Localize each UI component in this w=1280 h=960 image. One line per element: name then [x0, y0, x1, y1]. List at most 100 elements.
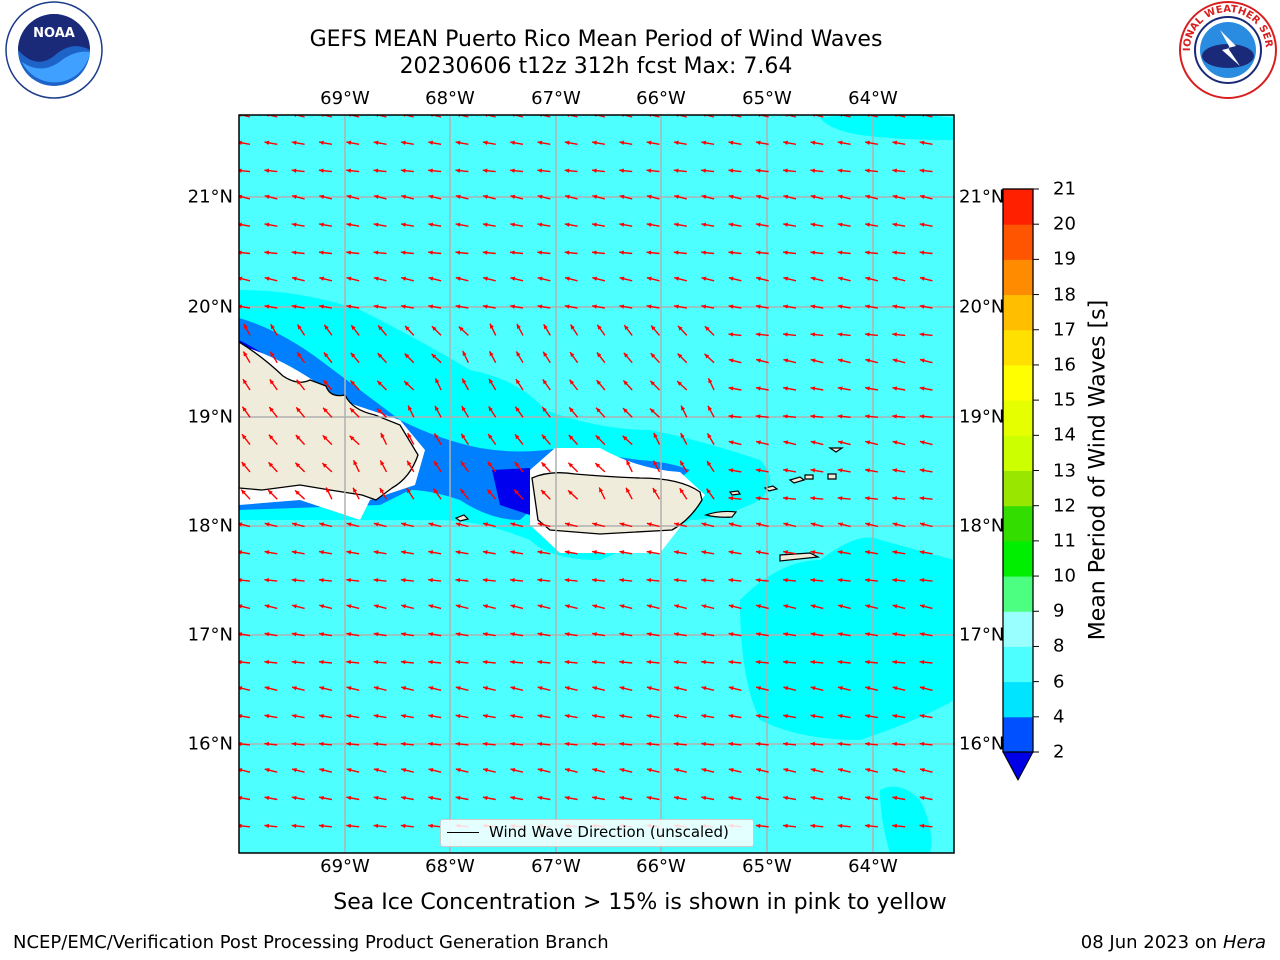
wind-wave-arrowhead — [346, 686, 352, 691]
wind-wave-arrowhead — [400, 168, 406, 173]
wind-wave-arrowhead — [488, 434, 493, 439]
wind-wave-arrowhead — [455, 795, 461, 801]
wind-wave-arrowhead — [919, 468, 925, 473]
wind-wave-arrowhead — [483, 276, 488, 281]
wind-wave-arrowhead — [837, 414, 843, 419]
wind-wave-arrowhead — [428, 168, 433, 173]
wind-wave-arrowhead — [646, 604, 652, 609]
wind-wave-arrowhead — [810, 222, 816, 227]
wind-wave-arrowhead — [510, 550, 516, 555]
wind-wave-arrowhead — [619, 659, 624, 665]
colorbar-tick-label: 15 — [1053, 389, 1076, 411]
wind-wave-arrowhead — [591, 168, 597, 173]
wind-wave-arrowhead — [510, 250, 515, 255]
wind-wave-arrowhead — [646, 168, 652, 173]
wind-wave-arrowhead — [407, 460, 412, 466]
wind-wave-arrowhead — [623, 352, 629, 358]
lon-label-top: 64°W — [848, 88, 898, 109]
wind-wave-arrowhead — [704, 326, 710, 331]
wind-wave-arrowhead — [297, 352, 302, 358]
wind-wave-arrowhead — [296, 407, 301, 413]
wind-wave-arrowhead — [346, 168, 351, 173]
wind-wave-arrowhead — [810, 659, 816, 665]
wind-wave-arrowhead — [239, 194, 243, 199]
wind-wave-arrowhead — [569, 379, 575, 385]
wind-wave-arrowhead — [728, 686, 734, 691]
wind-wave-arrowhead — [264, 550, 270, 555]
wind-wave-arrowhead — [510, 604, 516, 609]
wind-wave-arrowhead — [346, 795, 352, 801]
wind-wave-arrowhead — [264, 768, 270, 773]
lon-label-bottom: 66°W — [636, 856, 686, 877]
wind-wave-arrowhead — [537, 276, 543, 281]
wind-wave-arrowhead — [680, 433, 685, 439]
wind-wave-arrowhead — [756, 194, 761, 199]
chart-subtitle: 20230606 t12z 312h fcst Max: 7.64 — [399, 54, 793, 79]
wind-wave-arrowhead — [701, 659, 706, 665]
wind-wave-arrowhead — [728, 222, 734, 227]
wind-wave-arrowhead — [783, 578, 788, 583]
wind-wave-arrowhead — [919, 686, 925, 691]
wind-wave-arrowhead — [865, 632, 870, 637]
wind-wave-arrowhead — [483, 194, 488, 199]
wind-wave-arrowhead — [701, 522, 707, 527]
wind-wave-arrowhead — [428, 741, 433, 747]
wind-wave-arrowhead — [810, 276, 816, 281]
colorbar-under-triangle — [1002, 751, 1034, 782]
wind-wave-arrowhead — [755, 741, 761, 747]
wind-wave-arrowhead — [291, 741, 297, 747]
wind-wave-arrowhead — [646, 741, 652, 747]
wind-wave-arrowhead — [537, 550, 543, 555]
lon-label-bottom: 69°W — [320, 856, 370, 877]
wind-wave-arrowhead — [646, 140, 652, 145]
colorbar-tick-label: 18 — [1053, 284, 1076, 306]
wind-wave-arrowhead — [728, 659, 734, 665]
wind-wave-arrowhead — [373, 632, 379, 637]
wind-wave-arrowhead — [487, 461, 493, 467]
wind-wave-arrowhead — [319, 304, 324, 309]
wind-wave-arrowhead — [646, 522, 652, 527]
wind-wave-arrowhead — [431, 353, 437, 359]
wind-wave-arrowhead — [755, 222, 761, 227]
wind-wave-arrowhead — [673, 659, 679, 665]
wind-wave-arrowhead — [401, 686, 407, 691]
wind-wave-arrowhead — [326, 487, 331, 493]
wind-wave-arrowhead — [783, 468, 789, 473]
wind-wave-arrowhead — [646, 550, 652, 555]
wind-wave-arrowhead — [264, 168, 270, 173]
wind-wave-arrowhead — [622, 435, 628, 441]
wind-wave-arrowhead — [349, 435, 355, 441]
wind-wave-arrowhead — [318, 659, 324, 665]
wind-wave-arrowhead — [701, 304, 707, 309]
wind-wave-arrowhead — [837, 659, 843, 665]
wind-wave-arrowhead — [264, 222, 270, 227]
wind-wave-arrowhead — [291, 194, 297, 199]
wind-wave-arrowhead — [919, 578, 925, 583]
wind-wave-arrowhead — [728, 414, 734, 419]
colorbar-segment — [1003, 259, 1033, 296]
wind-wave-arrowhead — [728, 168, 734, 173]
wind-wave-arrowhead — [380, 460, 385, 466]
wind-wave-arrowhead — [488, 406, 493, 412]
wind-wave-arrowhead — [646, 686, 652, 691]
wind-wave-arrowhead — [568, 435, 574, 440]
wind-wave-arrowhead — [400, 823, 406, 829]
legend-label: Wind Wave Direction (unscaled) — [489, 823, 729, 841]
wind-wave-arrowhead — [646, 222, 652, 227]
wind-wave-arrowhead — [482, 168, 488, 173]
wind-wave-arrowhead — [892, 604, 898, 609]
wind-wave-arrowhead — [595, 435, 601, 441]
wind-wave-arrowhead — [541, 462, 547, 468]
wind-wave-arrowhead — [455, 522, 461, 527]
wind-wave-arrowhead — [461, 433, 466, 439]
wind-wave-arrowhead — [864, 414, 870, 419]
colorbar-tick-label: 9 — [1053, 600, 1065, 622]
wind-wave-arrowhead — [296, 379, 302, 385]
wind-wave-arrowhead — [323, 407, 328, 413]
wind-wave-arrowhead — [783, 496, 788, 501]
wind-wave-arrowhead — [592, 140, 597, 145]
wind-wave-arrowhead — [919, 522, 925, 527]
wind-wave-arrowhead — [428, 222, 434, 227]
